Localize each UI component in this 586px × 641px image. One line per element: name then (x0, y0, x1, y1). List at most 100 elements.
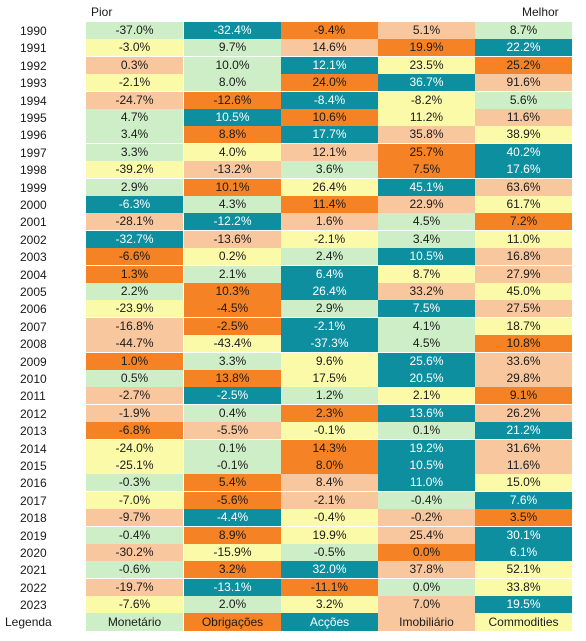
return-cell: 45.1% (378, 178, 475, 196)
return-cell: 33.2% (378, 283, 475, 300)
return-cell: 45.0% (475, 283, 572, 300)
return-cell: -19.7% (86, 578, 183, 596)
return-cell: 32.0% (281, 561, 378, 579)
year-label: 2022 (20, 580, 47, 595)
year-label: 2015 (20, 459, 47, 473)
return-cell: -32.4% (184, 22, 281, 39)
return-cell: -13.6% (184, 230, 281, 248)
return-cell: 22.9% (378, 196, 475, 213)
return-cell: 10.3% (184, 283, 281, 300)
return-cell: -37.0% (86, 22, 183, 39)
return-cell: 9.1% (475, 387, 572, 405)
return-cell: 8.8% (184, 126, 281, 144)
return-cell: 0.5% (86, 370, 183, 387)
return-cell: 10.1% (184, 178, 281, 196)
legend-label: Legenda (5, 615, 52, 629)
return-cell: 17.7% (281, 126, 378, 144)
return-cell: -7.0% (86, 491, 183, 509)
return-cell: -3.0% (86, 39, 183, 57)
return-cell: 52.1% (475, 561, 572, 579)
table-row: 1991 -3.0% 9.7% 14.6% 19.9% 22.2% (0, 39, 586, 57)
return-cell: 3.2% (184, 561, 281, 579)
legend-item: Acções (281, 613, 378, 631)
return-cell: 3.4% (378, 230, 475, 248)
return-cell: 11.6% (475, 457, 572, 474)
return-cell: 63.6% (475, 178, 572, 196)
return-cell: 61.7% (475, 196, 572, 213)
return-cell: -11.1% (281, 578, 378, 596)
return-cell: 4.5% (378, 335, 475, 353)
table-row: 2017 -7.0% -5.6% -2.1% -0.4% 7.6% (0, 491, 586, 510)
year-label: 2002 (20, 232, 47, 247)
return-cell: -4.4% (184, 509, 281, 527)
table-row: 2021 -0.6% 3.2% 32.0% 37.8% 52.1% (0, 561, 586, 579)
return-cell: -0.1% (281, 422, 378, 440)
table-row: 1993 -2.1% 8.0% 24.0% 36.7% 91.6% (0, 74, 586, 92)
return-cell: 2.9% (86, 178, 183, 196)
year-label: 2008 (20, 337, 47, 352)
return-cell: 11.0% (475, 230, 572, 248)
table-row: 2002 -32.7% -13.6% -2.1% 3.4% 11.0% (0, 230, 586, 249)
return-cell: 0.2% (184, 248, 281, 266)
table-row: 2005 2.2% 10.3% 26.4% 33.2% 45.0% (0, 283, 586, 301)
return-cell: 15.0% (475, 474, 572, 492)
return-cell: 0.1% (378, 422, 475, 440)
best-header: Melhor (522, 5, 559, 19)
return-cell: -15.9% (184, 544, 281, 561)
return-cell: 8.9% (184, 526, 281, 544)
year-label: 1996 (20, 128, 47, 143)
year-label: 2014 (20, 441, 47, 456)
return-cell: 11.2% (378, 109, 475, 126)
table-row: 2010 0.5% 13.8% 17.5% 20.5% 29.8% (0, 370, 586, 388)
return-cell: 2.1% (184, 265, 281, 283)
return-cell: 19.9% (281, 526, 378, 544)
return-cell: 38.9% (475, 126, 572, 144)
return-cell: 12.1% (281, 56, 378, 74)
return-cell: 7.5% (378, 300, 475, 318)
year-label: 2007 (20, 319, 47, 334)
return-cell: 26.2% (475, 404, 572, 422)
return-cell: -8.4% (281, 91, 378, 109)
return-cell: 33.8% (475, 578, 572, 596)
return-cell: 4.7% (86, 109, 183, 126)
return-cell: -37.3% (281, 335, 378, 353)
return-cell: 24.0% (281, 74, 378, 92)
table-row: 2019 -0.4% 8.9% 19.9% 25.4% 30.1% (0, 526, 586, 545)
return-cell: 2.2% (86, 283, 183, 300)
return-cell: -2.5% (184, 317, 281, 335)
return-cell: -30.2% (86, 544, 183, 561)
return-cell: -25.1% (86, 457, 183, 474)
return-cell: 6.1% (475, 544, 572, 561)
return-cell: 1.0% (86, 352, 183, 370)
return-cell: 36.7% (378, 74, 475, 92)
return-cell: -0.1% (184, 457, 281, 474)
return-cell: -24.7% (86, 91, 183, 109)
return-cell: 0.4% (184, 404, 281, 422)
return-cell: 5.4% (184, 474, 281, 492)
return-cell: -44.7% (86, 335, 183, 353)
return-cell: 0.3% (86, 56, 183, 74)
return-cell: 17.5% (281, 370, 378, 387)
return-cell: 3.2% (281, 596, 378, 614)
return-cell: -9.7% (86, 509, 183, 527)
year-label: 2016 (20, 476, 47, 491)
legend: Legenda Monetário Obrigações Acções Imobili… (0, 613, 586, 631)
return-cell: 7.2% (475, 213, 572, 231)
return-cell: 0.1% (184, 439, 281, 457)
return-cell: 13.6% (378, 404, 475, 422)
return-cell: -13.1% (184, 578, 281, 596)
year-label: 2023 (20, 598, 47, 613)
return-cell: 10.5% (378, 457, 475, 474)
return-cell: 30.1% (475, 526, 572, 544)
table-row: 2023 -7.6% 2.0% 3.2% 7.0% 19.5% (0, 596, 586, 614)
return-cell: 11.0% (378, 474, 475, 492)
return-cell: -0.6% (86, 561, 183, 579)
legend-item: Commodities (475, 613, 572, 631)
return-cell: -7.6% (86, 596, 183, 614)
year-label: 1990 (20, 24, 47, 38)
return-cell: 19.9% (378, 39, 475, 57)
return-cell: 19.2% (378, 439, 475, 457)
return-cell: -0.3% (86, 474, 183, 492)
return-cell: 4.0% (184, 143, 281, 161)
return-cell: 2.4% (281, 248, 378, 266)
